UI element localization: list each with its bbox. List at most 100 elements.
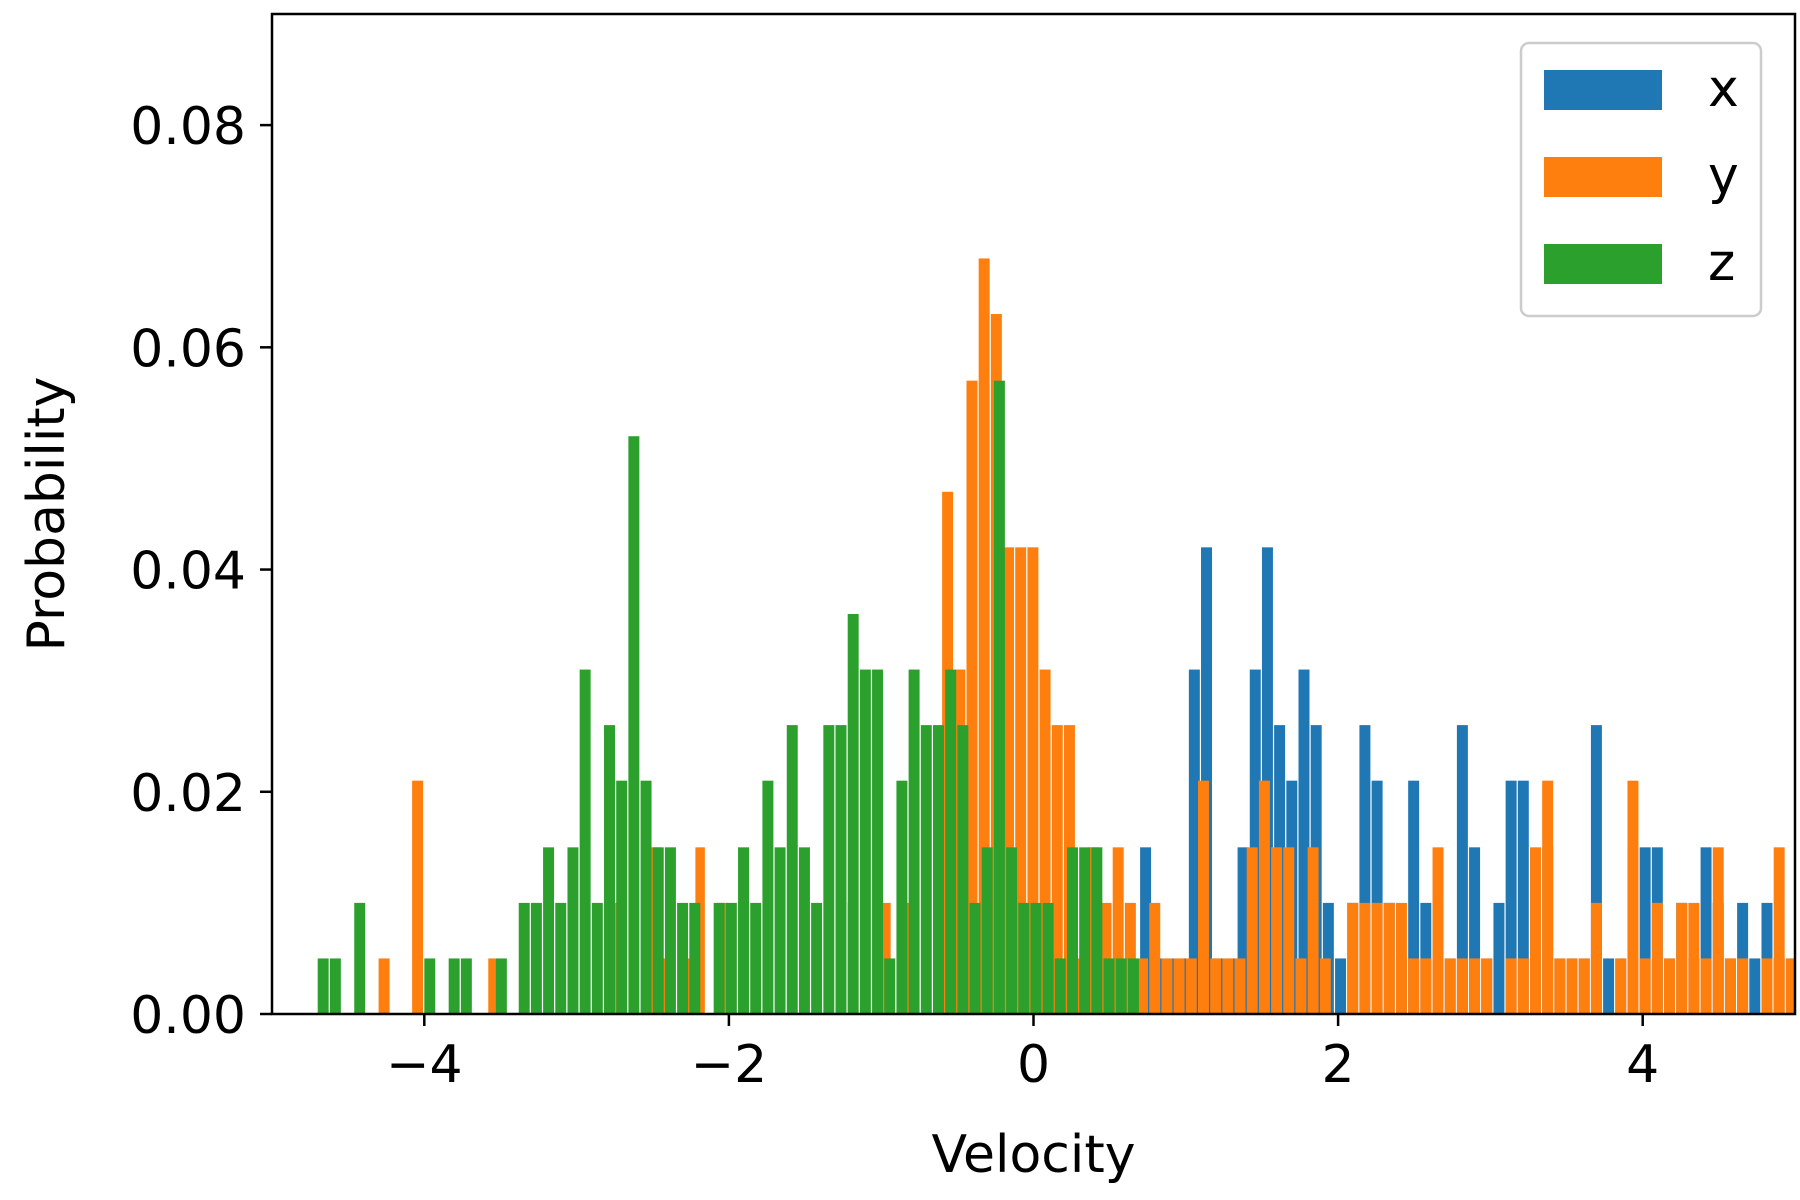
bar-x-29 bbox=[1493, 902, 1505, 1014]
bar-z-28 bbox=[786, 725, 798, 1014]
bar-x-26 bbox=[1456, 725, 1468, 1014]
bar-z-11 bbox=[567, 847, 579, 1014]
bar-z-41 bbox=[945, 669, 957, 1014]
bar-z-19 bbox=[664, 847, 676, 1014]
bar-z-36 bbox=[884, 958, 896, 1014]
bar-x-22 bbox=[1408, 780, 1420, 1014]
bar-y-67 bbox=[1627, 780, 1639, 1014]
bar-z-6 bbox=[495, 958, 507, 1014]
bar-y-35 bbox=[1197, 780, 1209, 1014]
x-tick-label-0: −4 bbox=[386, 1035, 463, 1095]
bar-x-18 bbox=[1359, 725, 1371, 1014]
bar-y-33 bbox=[1173, 958, 1185, 1014]
bar-y-37 bbox=[1222, 958, 1234, 1014]
bar-z-14 bbox=[604, 725, 615, 1014]
x-tick-label-2: 0 bbox=[1017, 1035, 1050, 1095]
y-tick-label-4: 0.08 bbox=[130, 97, 246, 157]
y-axis-title: Probability bbox=[17, 377, 77, 652]
bar-y-2 bbox=[488, 958, 498, 1014]
bar-z-46 bbox=[1006, 847, 1018, 1014]
bar-y-53 bbox=[1432, 847, 1444, 1014]
bar-y-23 bbox=[1051, 725, 1063, 1014]
bar-z-26 bbox=[762, 780, 774, 1014]
bar-y-30 bbox=[1137, 958, 1149, 1014]
y-tick-label-1: 0.02 bbox=[130, 764, 246, 824]
bar-z-32 bbox=[835, 725, 847, 1014]
bar-y-28 bbox=[1112, 847, 1124, 1014]
bar-x-37 bbox=[1590, 725, 1602, 1014]
bar-y-71 bbox=[1676, 902, 1688, 1014]
bar-y-6 bbox=[683, 958, 695, 1014]
bar-y-55 bbox=[1456, 958, 1468, 1014]
bar-x-16 bbox=[1335, 958, 1347, 1014]
bar-x-27 bbox=[1469, 847, 1481, 1014]
bar-x-0 bbox=[1140, 847, 1152, 1014]
bar-z-53 bbox=[1091, 847, 1103, 1014]
legend: xyz bbox=[1519, 41, 1763, 318]
bar-z-56 bbox=[1127, 958, 1139, 1014]
bar-z-24 bbox=[738, 847, 750, 1014]
bar-y-48 bbox=[1371, 902, 1383, 1014]
bar-y-43 bbox=[1295, 958, 1307, 1014]
bar-y-56 bbox=[1469, 958, 1481, 1014]
bar-z-55 bbox=[1115, 958, 1127, 1014]
bar-y-1 bbox=[412, 780, 424, 1014]
bar-x-5 bbox=[1201, 547, 1213, 1014]
x-axis: −4 −2 0 2 4 bbox=[386, 1014, 1659, 1095]
bar-y-42 bbox=[1283, 847, 1295, 1014]
y-tick-label-2: 0.04 bbox=[130, 542, 246, 602]
bar-y-20 bbox=[1015, 547, 1027, 1014]
x-tick-label-1: −2 bbox=[691, 1035, 768, 1095]
bar-y-70 bbox=[1664, 958, 1675, 1014]
y-axis: 0.00 0.02 0.04 0.06 0.08 bbox=[130, 97, 272, 1046]
legend-label-x: x bbox=[1708, 59, 1739, 119]
bar-z-7 bbox=[518, 902, 530, 1014]
bar-z-38 bbox=[908, 669, 920, 1014]
bar-y-73 bbox=[1700, 958, 1712, 1014]
bar-y-63 bbox=[1566, 958, 1578, 1014]
legend-label-y: y bbox=[1708, 146, 1739, 206]
bar-y-41 bbox=[1271, 847, 1283, 1014]
bar-y-54 bbox=[1444, 958, 1456, 1014]
bar-z-48 bbox=[1030, 902, 1042, 1014]
bar-z-3 bbox=[424, 958, 436, 1014]
bar-z-12 bbox=[579, 669, 591, 1014]
bar-y-45 bbox=[1319, 958, 1331, 1014]
bar-z-21 bbox=[689, 902, 701, 1014]
bar-y-32 bbox=[1161, 958, 1173, 1014]
bar-x-13 bbox=[1298, 669, 1310, 1014]
bar-y-50 bbox=[1395, 902, 1407, 1014]
bar-y-52 bbox=[1420, 958, 1432, 1014]
bar-z-50 bbox=[1054, 958, 1066, 1014]
bar-z-16 bbox=[628, 436, 640, 1015]
bar-y-17 bbox=[978, 258, 990, 1014]
x-tick-label-3: 2 bbox=[1322, 1035, 1355, 1095]
bar-y-31 bbox=[1149, 902, 1161, 1014]
bar-y-79 bbox=[1785, 958, 1794, 1014]
bar-z-40 bbox=[932, 725, 944, 1014]
bar-z-47 bbox=[1018, 902, 1030, 1014]
bar-z-37 bbox=[896, 780, 908, 1014]
bar-y-65 bbox=[1590, 902, 1602, 1014]
bar-y-47 bbox=[1359, 902, 1371, 1014]
bar-y-69 bbox=[1651, 902, 1663, 1014]
bar-z-54 bbox=[1103, 958, 1115, 1014]
bar-y-58 bbox=[1505, 958, 1517, 1014]
bar-z-10 bbox=[555, 902, 567, 1014]
x-axis-title: Velocity bbox=[932, 1125, 1136, 1185]
bar-y-77 bbox=[1761, 958, 1773, 1014]
bar-y-76 bbox=[1737, 958, 1749, 1014]
bar-x-38 bbox=[1603, 958, 1615, 1014]
bar-y-78 bbox=[1773, 847, 1785, 1014]
bar-z-35 bbox=[872, 669, 884, 1014]
bar-z-27 bbox=[774, 847, 786, 1014]
legend-swatch-y bbox=[1544, 157, 1662, 197]
bar-y-21 bbox=[1027, 547, 1039, 1014]
bar-y-0 bbox=[378, 958, 390, 1014]
bar-y-61 bbox=[1542, 780, 1554, 1014]
bar-y-44 bbox=[1307, 847, 1319, 1014]
bar-y-22 bbox=[1039, 669, 1051, 1014]
bar-y-38 bbox=[1234, 958, 1246, 1014]
bar-z-51 bbox=[1067, 847, 1078, 1014]
bar-z-23 bbox=[725, 902, 737, 1014]
